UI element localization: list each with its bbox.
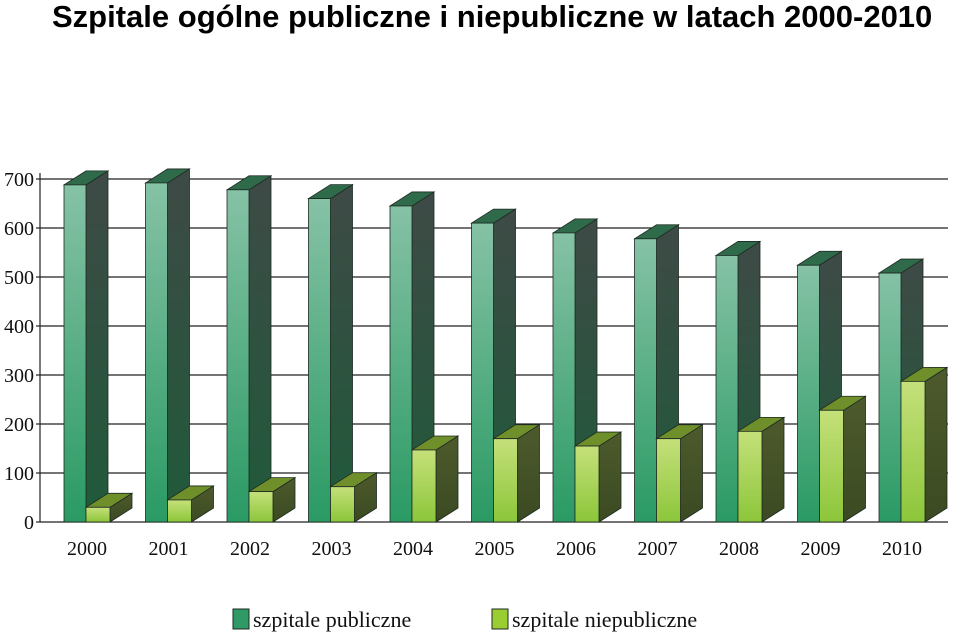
y-tick-label: 600 [4,218,34,240]
y-axis: 0 100 200 300 400 500 600 700 [4,169,41,534]
legend-item: szpitale publiczne [232,607,411,632]
y-tick-label: 500 [4,267,34,289]
bar-publiczne [225,175,273,523]
x-tick-label: 2010 [882,538,922,560]
chart-title: Szpitale ogólne publiczne i niepubliczne… [52,0,933,34]
bar-niepubliczne [573,431,623,523]
legend-swatch [491,608,509,630]
x-tick-label: 2005 [475,538,515,560]
x-tick-label: 2007 [638,538,678,560]
x-tick-label: 2001 [149,538,189,560]
x-tick-label: 2008 [719,538,759,560]
y-tick-label: 700 [4,169,34,191]
legend: szpitale publiczne szpitale niepubliczne [232,607,697,632]
y-tick-label: 400 [4,316,34,338]
legend-label: szpitale niepubliczne [512,607,697,632]
y-tick-label: 300 [4,365,34,387]
bar-niepubliczne [736,416,786,523]
legend-swatch [232,608,250,630]
x-axis: 2000 2001 2002 2003 2004 2005 2006 2007 2008 2009… [67,538,922,560]
bar-niepubliczne [818,395,867,523]
x-tick-label: 2006 [556,538,596,560]
legend-item: szpitale niepubliczne [491,607,697,632]
x-tick-label: 2003 [312,538,352,560]
bar-niepubliczne [492,423,541,523]
x-tick-label: 2000 [67,538,107,560]
y-tick-label: 0 [24,512,34,534]
y-tick-label: 100 [4,463,34,485]
bar-niepubliczne [899,366,949,523]
bar-niepubliczne [655,423,704,523]
bar-publiczne [62,170,110,523]
bar-niepubliczne [329,471,378,523]
bar-niepubliczne [166,485,215,523]
x-tick-label: 2004 [393,538,433,560]
bar-niepubliczne [84,492,134,523]
x-tick-label: 2009 [801,538,841,560]
legend-label: szpitale publiczne [253,607,411,632]
bars [62,168,949,523]
bar-niepubliczne [410,435,460,523]
y-tick-label: 200 [4,414,34,436]
x-tick-label: 2002 [230,538,270,560]
bar-publiczne [144,168,191,523]
bar-publiczne [307,183,354,523]
bar-niepubliczne [247,476,297,523]
